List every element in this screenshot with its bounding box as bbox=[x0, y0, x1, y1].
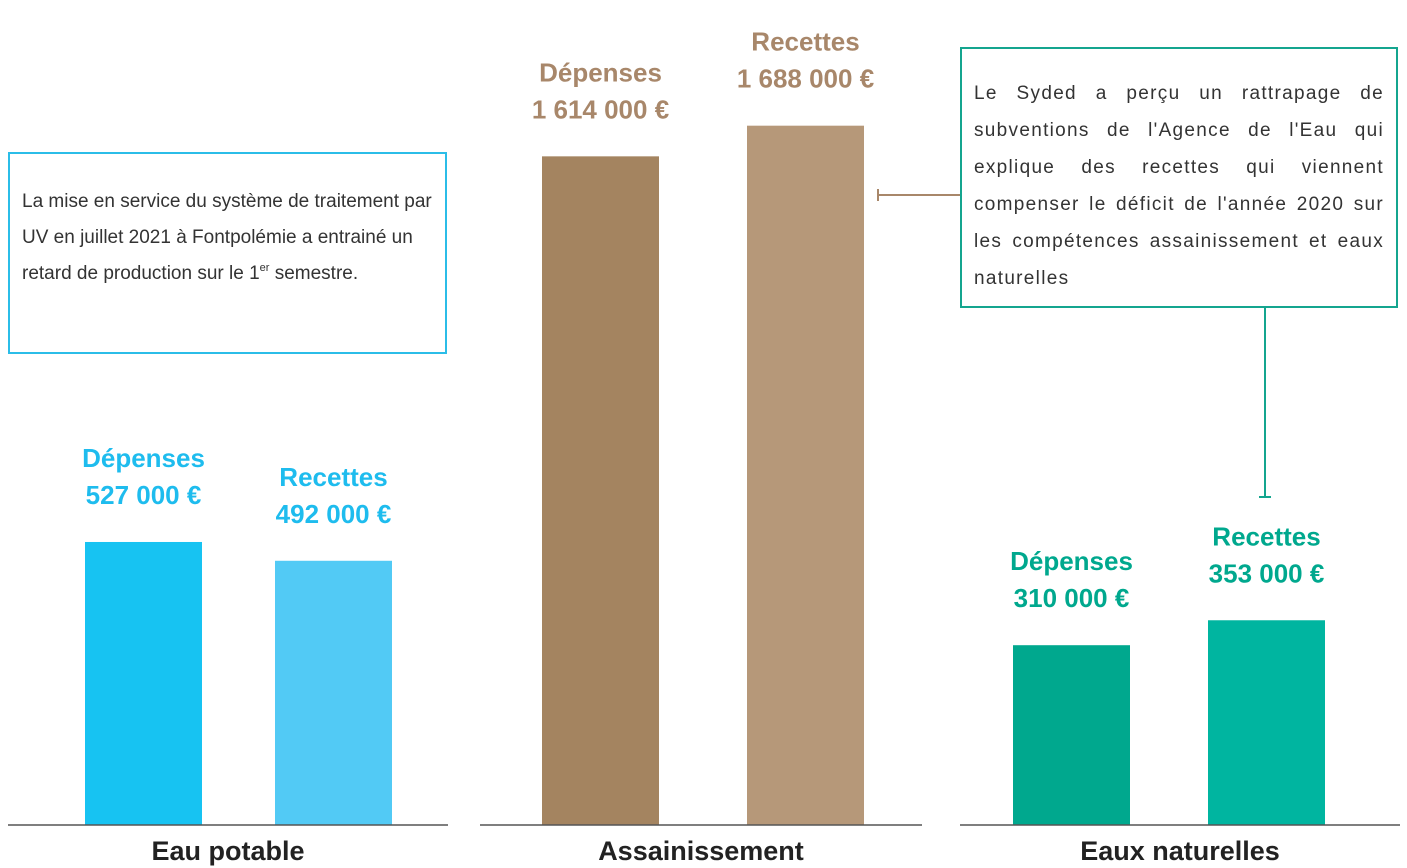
bar bbox=[275, 560, 392, 825]
category-label: Recettes bbox=[1212, 521, 1320, 551]
bar bbox=[85, 541, 202, 825]
group-title: Eaux naturelles bbox=[1080, 836, 1280, 866]
value-label: 1 614 000 € bbox=[532, 94, 669, 124]
category-label: Dépenses bbox=[82, 443, 205, 473]
value-label: 492 000 € bbox=[276, 499, 392, 529]
category-label: Dépenses bbox=[539, 57, 662, 87]
category-label: Recettes bbox=[751, 27, 859, 57]
bar bbox=[747, 125, 864, 825]
value-label: 353 000 € bbox=[1209, 558, 1325, 588]
value-label: 527 000 € bbox=[86, 480, 202, 510]
value-label: 310 000 € bbox=[1014, 583, 1130, 613]
category-label: Recettes bbox=[279, 462, 387, 492]
bar bbox=[1208, 620, 1325, 825]
group-title: Eau potable bbox=[151, 836, 304, 866]
bar bbox=[1013, 645, 1130, 825]
bar bbox=[542, 156, 659, 826]
category-label: Dépenses bbox=[1010, 546, 1133, 576]
note: Le Syded a perçu un rattrapage de subven… bbox=[960, 47, 1398, 308]
note: La mise en service du système de traitem… bbox=[8, 152, 447, 354]
group-title: Assainissement bbox=[598, 836, 804, 866]
value-label: 1 688 000 € bbox=[737, 64, 874, 94]
